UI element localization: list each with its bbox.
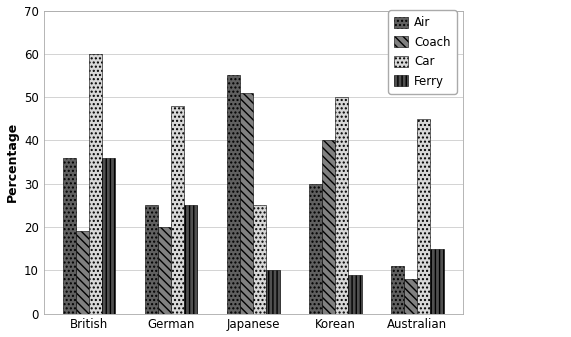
Bar xyxy=(89,54,102,314)
Bar xyxy=(404,279,417,314)
Legend: Air, Coach, Car, Ferry: Air, Coach, Car, Ferry xyxy=(388,10,457,94)
Bar xyxy=(102,158,115,314)
Bar xyxy=(145,205,158,314)
Bar xyxy=(171,106,184,314)
Bar xyxy=(227,75,240,314)
Bar xyxy=(335,97,348,314)
Bar xyxy=(267,270,280,314)
Bar xyxy=(391,266,404,314)
Bar xyxy=(158,227,171,314)
Bar xyxy=(184,205,198,314)
Bar xyxy=(63,158,76,314)
Y-axis label: Percentage: Percentage xyxy=(6,122,18,202)
Bar xyxy=(309,184,322,314)
Bar xyxy=(240,93,254,314)
Bar xyxy=(431,249,444,314)
Bar xyxy=(417,119,431,314)
Bar xyxy=(76,231,89,314)
Bar xyxy=(348,275,361,314)
Bar xyxy=(322,141,335,314)
Bar xyxy=(254,205,267,314)
